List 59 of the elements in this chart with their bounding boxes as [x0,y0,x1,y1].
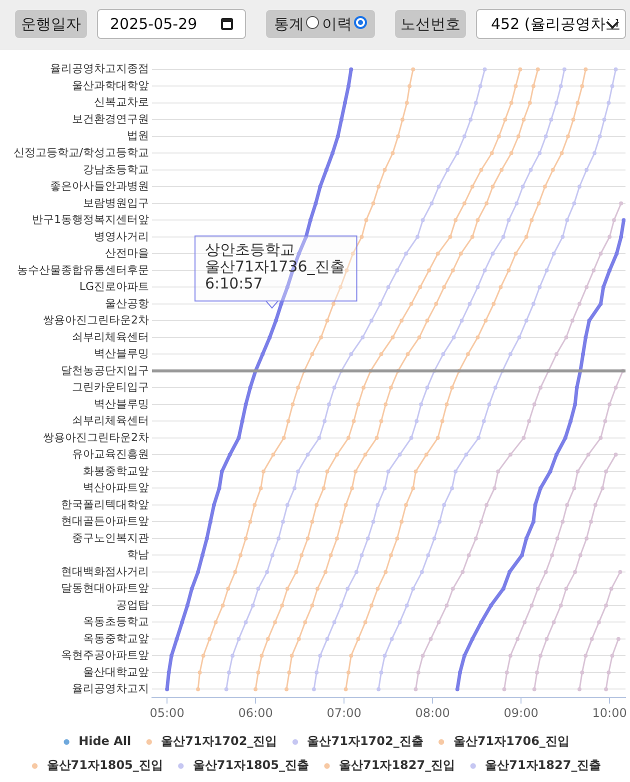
x-tick-label: 10:00 [592,706,627,720]
y-tick-label: 쌍용아진그린타운2차 [43,430,149,444]
y-tick-label: 옥현주공아파트앞 [61,648,149,662]
y-tick-label: 율리공영차고지종점 [50,62,149,76]
legend-label: 울산71자1702_진입 [161,734,278,748]
legend-label: 울산71자1706_진입 [453,734,570,748]
legend-label: 울산71자1702_진출 [307,734,424,748]
y-tick-label: 학남 [127,548,149,562]
y-tick-label: 농수산물종합유통센터후문 [17,263,149,276]
y-tick-label: 강남초등학교 [83,162,149,176]
x-tick-label: 09:00 [504,706,538,720]
select-field: 452 (율리공영차고 [476,9,626,39]
y-tick-label: 중구노인복지관 [72,531,149,544]
y-tick-label: 반구1동행정복지센터앞 [32,213,149,226]
y-tick-label: 쇠부리체육센터 [72,414,149,428]
y-tick-label: 율리공영차고지 [72,682,149,696]
y-tick-label: 신정고등학교/학성고등학교 [13,146,149,159]
y-tick-label: 옥동중학교앞 [83,632,149,645]
y-tick-label: 보람병원입구 [83,196,149,210]
legend-label: 울산71자1805_진입 [46,758,163,772]
y-tick-label: 울산공항 [105,296,149,310]
y-tick-label: 쌍용아진그린타운2차 [43,314,149,327]
y-tick-label: 병영사거리 [94,230,149,243]
legend-label: Hide All [78,734,132,748]
y-tick-label: 화봉중학교앞 [83,464,149,478]
x-tick-label: 07:00 [326,706,362,720]
text: 이력 [322,14,353,34]
annotation: 상안초등학교 울산71자1736_진출 6:10:57 [205,240,345,292]
y-tick-label: 달천농공단지입구 [61,364,149,377]
y-tick-label: 울산대학교앞 [83,665,149,678]
y-tick-label: 그린카운티입구 [72,380,149,394]
y-tick-label: 현대골든아파트앞 [61,514,149,528]
y-tick-label: 보건환경연구원 [72,112,149,126]
legend-label: 울산71자1805_진출 [192,758,310,772]
x-tick-label: 05:00 [150,706,184,720]
y-tick-label: 공업탑 [116,598,149,612]
x-tick-label: 08:00 [415,706,450,720]
text: 통계 [274,14,305,34]
y-tick-label: 신복교차로 [94,96,149,109]
y-tick-label: 옥동초등학교 [83,615,149,628]
y-tick-label: 울산과학대학앞 [72,78,149,92]
y-tick-label: 벽산블루밍 [94,397,149,410]
y-tick-label: 법원 [127,129,149,142]
text: 노선번호 [395,10,466,38]
y-tick-label: LG진로아파트 [79,280,149,294]
y-tick-label: 벽산블루밍 [94,347,149,360]
y-tick-label: 쇠부리체육센터 [72,330,149,344]
y-tick-label: 현대백화점사거리 [61,564,149,578]
legend-label: 울산71자1827_진입 [339,758,456,772]
y-tick-label: 벽산아파트앞 [83,481,149,494]
legend-label: 울산71자1827_진출 [485,758,602,772]
y-tick-label: 한국폴리텍대학앞 [61,498,149,511]
text: 운행일자 [15,10,87,38]
y-tick-label: 좋은아사들안과병원 [50,180,149,193]
y-tick-label: 달동현대아파트앞 [61,582,149,595]
y-tick-label: 산전마을 [105,246,149,260]
y-tick-label: 유아교육진흥원 [72,448,149,461]
date-field: 2025-05-29 [97,9,246,39]
x-tick-label: 06:00 [238,706,273,720]
